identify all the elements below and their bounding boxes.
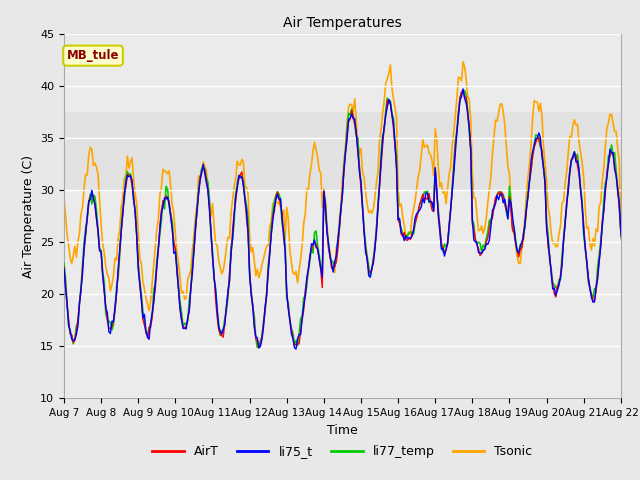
Y-axis label: Air Temperature (C): Air Temperature (C): [22, 155, 35, 277]
Text: MB_tule: MB_tule: [67, 49, 119, 62]
X-axis label: Time: Time: [327, 424, 358, 437]
Title: Air Temperatures: Air Temperatures: [283, 16, 402, 30]
Legend: AirT, li75_t, li77_temp, Tsonic: AirT, li75_t, li77_temp, Tsonic: [147, 440, 538, 463]
Bar: [64, 112, 621, 190]
